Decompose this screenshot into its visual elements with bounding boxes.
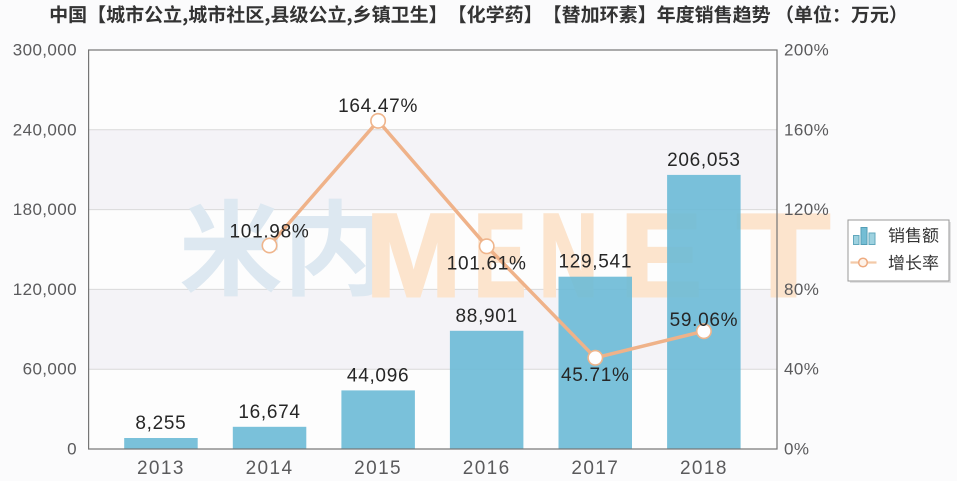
svg-text:E: E [474,190,526,322]
svg-text:164.47%: 164.47% [338,96,418,117]
svg-text:45.71%: 45.71% [561,365,630,386]
svg-text:40%: 40% [784,360,819,379]
svg-text:101.98%: 101.98% [230,222,310,243]
svg-text:59.06%: 59.06% [670,310,739,331]
svg-text:2015: 2015 [354,458,402,479]
svg-text:2018: 2018 [680,458,728,479]
svg-text:16,674: 16,674 [238,402,300,423]
svg-text:206,053: 206,053 [667,150,741,171]
svg-text:2013: 2013 [137,458,185,479]
svg-text:2014: 2014 [246,458,294,479]
svg-text:M: M [366,190,461,322]
svg-text:0: 0 [67,440,77,459]
svg-text:2016: 2016 [463,458,511,479]
svg-text:60,000: 60,000 [23,360,77,379]
svg-text:101.61%: 101.61% [447,253,527,274]
svg-text:T: T [737,190,830,322]
svg-text:300,000: 300,000 [13,41,77,60]
svg-text:N: N [539,190,598,322]
svg-text:200%: 200% [784,41,829,60]
svg-text:8,255: 8,255 [135,413,186,434]
svg-text:44,096: 44,096 [347,365,409,386]
svg-text:88,901: 88,901 [456,306,518,327]
svg-text:180,000: 180,000 [13,200,77,219]
svg-text:120,000: 120,000 [13,280,77,299]
svg-text:0%: 0% [784,440,809,459]
svg-text:160%: 160% [784,120,829,139]
svg-text:80%: 80% [784,280,819,299]
svg-text:2017: 2017 [571,458,619,479]
svg-text:240,000: 240,000 [13,120,77,139]
svg-text:120%: 120% [784,200,829,219]
svg-text:129,541: 129,541 [559,252,633,273]
